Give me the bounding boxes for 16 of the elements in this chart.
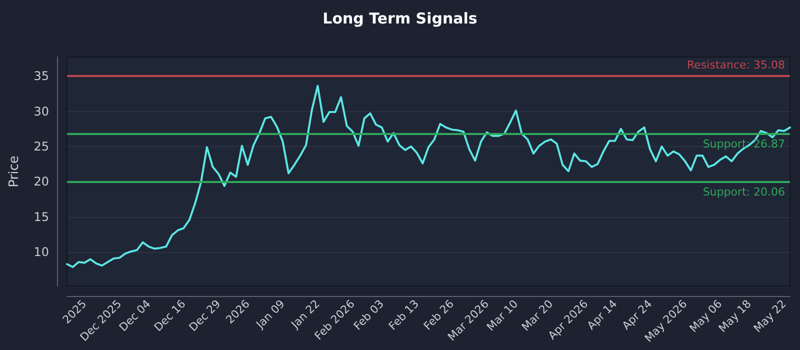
y-tick-label: 35 [34,69,49,84]
y-tick-label: 15 [34,210,49,224]
y-tick-label: 30 [34,104,49,118]
ref-line-label: Support: 26.87 [702,137,785,150]
ref-line-label: Resistance: 35.08 [687,58,785,72]
y-tick-label: 20 [34,174,49,189]
chart-title: Long Term Signals [322,10,478,28]
ref-line-label: Support: 20.06 [702,185,785,198]
y-tick-label: 25 [34,139,49,154]
line-series [66,84,791,268]
x-tick-label: Dec 16 [152,297,188,334]
x-tick-label: Dec 29 [186,297,224,334]
x-tick-label: Jan 09 [253,297,288,332]
y-tick-label: 10 [34,245,49,260]
y-axis-title: Price [7,156,22,188]
x-tick-label: Feb 13 [386,297,422,333]
